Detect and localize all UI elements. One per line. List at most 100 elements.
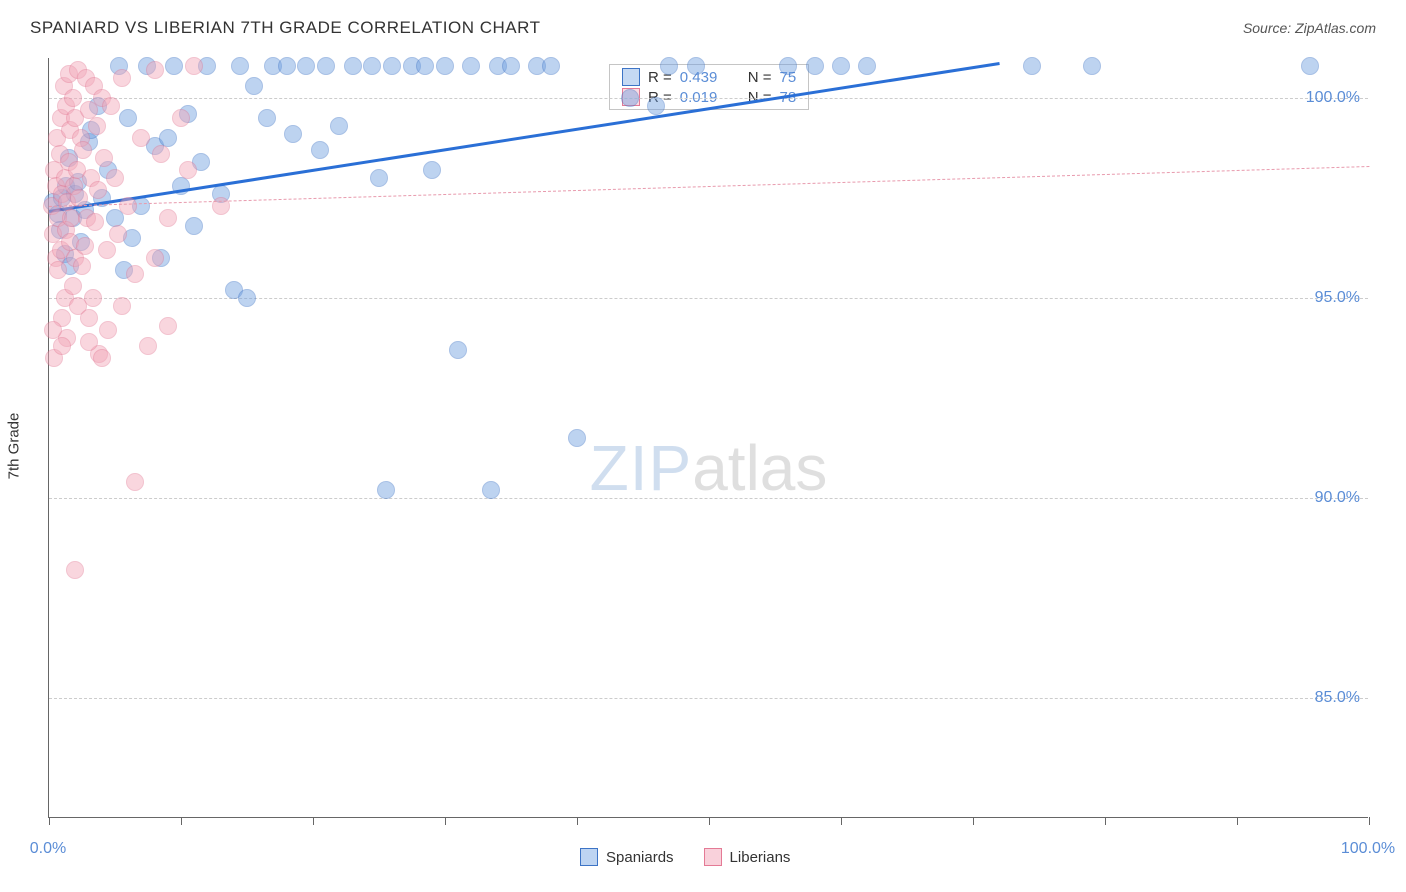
data-point xyxy=(647,97,665,115)
data-point xyxy=(660,57,678,75)
x-tick xyxy=(1237,817,1238,825)
x-tick-label: 0.0% xyxy=(30,840,66,858)
y-tick-label: 95.0% xyxy=(1315,289,1360,307)
data-point xyxy=(832,57,850,75)
data-point xyxy=(779,57,797,75)
data-point xyxy=(102,97,120,115)
data-point xyxy=(159,209,177,227)
data-point xyxy=(377,481,395,499)
x-tick xyxy=(1369,817,1370,825)
legend-swatch xyxy=(622,68,640,86)
watermark-light: atlas xyxy=(692,432,827,504)
x-tick xyxy=(1105,817,1106,825)
legend-swatch xyxy=(580,848,598,866)
correlation-legend: R =0.439N =75R =0.019N =78 xyxy=(609,64,809,110)
data-point xyxy=(93,349,111,367)
legend-item: Spaniards xyxy=(580,848,674,866)
data-point xyxy=(344,57,362,75)
data-point xyxy=(449,341,467,359)
data-point xyxy=(95,149,113,167)
legend-item: Liberians xyxy=(704,848,791,866)
legend-label: Spaniards xyxy=(606,849,674,866)
data-point xyxy=(64,277,82,295)
data-point xyxy=(44,321,62,339)
data-point xyxy=(858,57,876,75)
data-point xyxy=(806,57,824,75)
data-point xyxy=(568,429,586,447)
chart-title: SPANIARD VS LIBERIAN 7TH GRADE CORRELATI… xyxy=(30,18,540,38)
watermark-bold: ZIP xyxy=(590,432,693,504)
x-tick xyxy=(973,817,974,825)
data-point xyxy=(106,169,124,187)
x-tick xyxy=(49,817,50,825)
data-point xyxy=(165,57,183,75)
x-tick xyxy=(709,817,710,825)
gridline-h xyxy=(49,98,1368,99)
data-point xyxy=(139,337,157,355)
gridline-h xyxy=(49,698,1368,699)
data-point xyxy=(73,257,91,275)
watermark: ZIPatlas xyxy=(590,431,828,505)
data-point xyxy=(109,225,127,243)
series-legend: Spaniards Liberians xyxy=(580,848,790,866)
y-tick-label: 85.0% xyxy=(1315,689,1360,707)
trend-line xyxy=(49,62,1000,213)
trend-line xyxy=(49,166,1369,207)
data-point xyxy=(245,77,263,95)
data-point xyxy=(80,333,98,351)
data-point xyxy=(185,57,203,75)
legend-swatch xyxy=(704,848,722,866)
data-point xyxy=(423,161,441,179)
x-tick xyxy=(445,817,446,825)
data-point xyxy=(113,297,131,315)
x-tick xyxy=(577,817,578,825)
data-point xyxy=(99,321,117,339)
data-point xyxy=(126,473,144,491)
data-point xyxy=(1023,57,1041,75)
data-point xyxy=(126,265,144,283)
data-point xyxy=(238,289,256,307)
data-point xyxy=(119,109,137,127)
gridline-h xyxy=(49,498,1368,499)
data-point xyxy=(146,61,164,79)
data-point xyxy=(687,57,705,75)
r-value: 0.019 xyxy=(680,89,730,106)
data-point xyxy=(621,89,639,107)
r-value: 0.439 xyxy=(680,69,730,86)
data-point xyxy=(113,69,131,87)
x-tick xyxy=(181,817,182,825)
data-point xyxy=(98,241,116,259)
x-tick xyxy=(841,817,842,825)
data-point xyxy=(119,197,137,215)
data-point xyxy=(297,57,315,75)
data-point xyxy=(330,117,348,135)
data-point xyxy=(370,169,388,187)
data-point xyxy=(258,109,276,127)
x-tick xyxy=(313,817,314,825)
data-point xyxy=(185,217,203,235)
data-point xyxy=(172,109,190,127)
data-point xyxy=(66,561,84,579)
legend-row: R =0.439N =75 xyxy=(610,67,808,87)
data-point xyxy=(284,125,302,143)
data-point xyxy=(416,57,434,75)
data-point xyxy=(64,89,82,107)
data-point xyxy=(1083,57,1101,75)
data-point xyxy=(231,57,249,75)
source-label: Source: ZipAtlas.com xyxy=(1243,20,1376,36)
data-point xyxy=(74,141,92,159)
y-tick-label: 100.0% xyxy=(1306,89,1360,107)
data-point xyxy=(159,317,177,335)
data-point xyxy=(502,57,520,75)
data-point xyxy=(49,261,67,279)
data-point xyxy=(152,145,170,163)
x-tick-label: 100.0% xyxy=(1341,840,1395,858)
data-point xyxy=(76,237,94,255)
data-point xyxy=(88,117,106,135)
data-point xyxy=(86,213,104,231)
data-point xyxy=(482,481,500,499)
data-point xyxy=(1301,57,1319,75)
chart-plot-area: ZIPatlas R =0.439N =75R =0.019N =78 85.0… xyxy=(48,58,1368,818)
data-point xyxy=(89,181,107,199)
data-point xyxy=(53,337,71,355)
